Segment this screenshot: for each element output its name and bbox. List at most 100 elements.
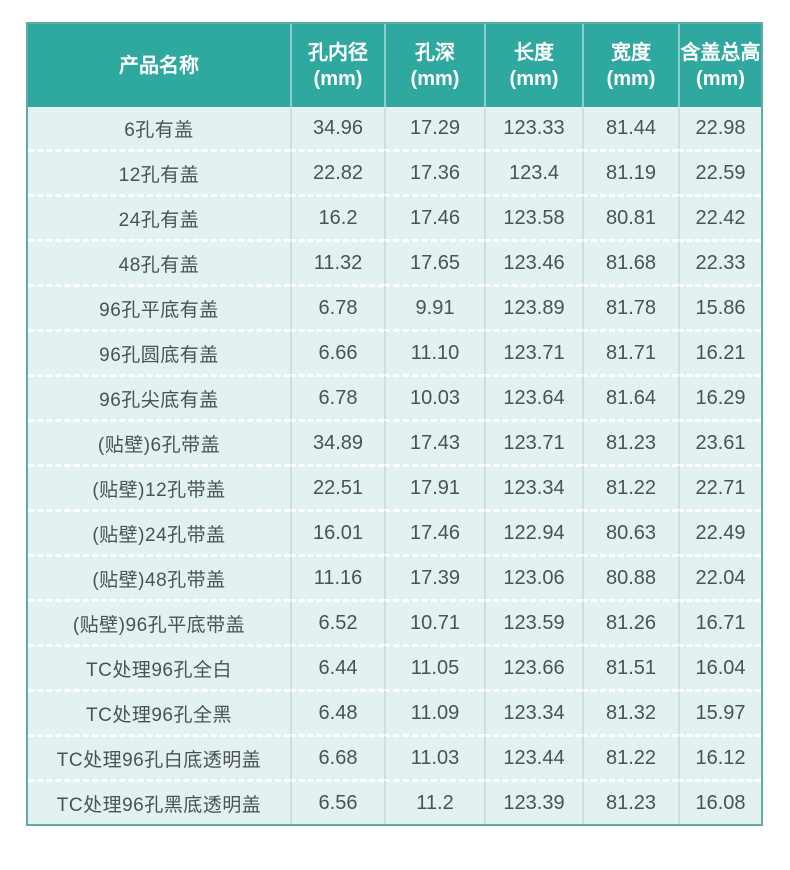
value-cell: 16.08 [678, 779, 761, 824]
value-cell: 16.12 [678, 734, 761, 779]
column-label: 含盖总高 [680, 41, 761, 64]
column-header-2: 孔深 (mm) [384, 24, 484, 107]
value-cell: 6.44 [290, 644, 384, 689]
product-spec-table: 产品名称 孔内径 (mm) 孔深 (mm) 长度 (mm) 宽度 (mm) 含盖总高 (mm) 6孔… [26, 22, 763, 826]
value-cell: 81.23 [582, 779, 678, 824]
value-cell: 81.64 [582, 374, 678, 419]
column-label: 宽度 [611, 41, 651, 64]
value-cell: 123.66 [484, 644, 582, 689]
column-header-3: 长度 (mm) [484, 24, 582, 107]
value-cell: 123.33 [484, 107, 582, 149]
value-cell: 6.66 [290, 329, 384, 374]
product-name-cell: TC处理96孔全黑 [28, 689, 290, 734]
value-cell: 16.21 [678, 329, 761, 374]
value-cell: 81.71 [582, 329, 678, 374]
table-row: 48孔有盖 11.32 17.65 123.46 81.68 22.33 [28, 239, 761, 284]
value-cell: 81.26 [582, 599, 678, 644]
value-cell: 123.64 [484, 374, 582, 419]
column-unit: (mm) [313, 67, 363, 90]
value-cell: 81.23 [582, 419, 678, 464]
value-cell: 123.71 [484, 419, 582, 464]
table-row: 6孔有盖 34.96 17.29 123.33 81.44 22.98 [28, 107, 761, 149]
value-cell: 17.39 [384, 554, 484, 599]
product-name-cell: 6孔有盖 [28, 107, 290, 149]
value-cell: 15.86 [678, 284, 761, 329]
value-cell: 34.89 [290, 419, 384, 464]
value-cell: 81.51 [582, 644, 678, 689]
product-name-cell: TC处理96孔黑底透明盖 [28, 779, 290, 824]
value-cell: 9.91 [384, 284, 484, 329]
value-cell: 17.91 [384, 464, 484, 509]
product-name-cell: 96孔尖底有盖 [28, 374, 290, 419]
table-row: (贴壁)96孔平底带盖 6.52 10.71 123.59 81.26 16.71 [28, 599, 761, 644]
product-name-cell: (贴壁)48孔带盖 [28, 554, 290, 599]
value-cell: 123.59 [484, 599, 582, 644]
product-name-cell: (贴壁)6孔带盖 [28, 419, 290, 464]
product-name-cell: 12孔有盖 [28, 149, 290, 194]
value-cell: 6.68 [290, 734, 384, 779]
value-cell: 6.48 [290, 689, 384, 734]
value-cell: 15.97 [678, 689, 761, 734]
value-cell: 6.78 [290, 284, 384, 329]
table-row: 24孔有盖 16.2 17.46 123.58 80.81 22.42 [28, 194, 761, 239]
column-label: 孔内径 [308, 41, 368, 64]
value-cell: 22.33 [678, 239, 761, 284]
column-label: 长度 [514, 41, 554, 64]
table-header: 产品名称 孔内径 (mm) 孔深 (mm) 长度 (mm) 宽度 (mm) 含盖总高 (mm) [28, 24, 761, 107]
product-name-cell: (贴壁)24孔带盖 [28, 509, 290, 554]
value-cell: 81.44 [582, 107, 678, 149]
value-cell: 123.4 [484, 149, 582, 194]
column-unit: (mm) [696, 67, 745, 90]
value-cell: 11.09 [384, 689, 484, 734]
table-row: (贴壁)48孔带盖 11.16 17.39 123.06 80.88 22.04 [28, 554, 761, 599]
value-cell: 34.96 [290, 107, 384, 149]
column-unit: (mm) [606, 67, 656, 90]
table-row: (贴壁)24孔带盖 16.01 17.46 122.94 80.63 22.49 [28, 509, 761, 554]
value-cell: 16.2 [290, 194, 384, 239]
value-cell: 81.22 [582, 464, 678, 509]
value-cell: 123.34 [484, 689, 582, 734]
table-row: 96孔平底有盖 6.78 9.91 123.89 81.78 15.86 [28, 284, 761, 329]
value-cell: 123.39 [484, 779, 582, 824]
value-cell: 81.22 [582, 734, 678, 779]
value-cell: 11.05 [384, 644, 484, 689]
value-cell: 81.32 [582, 689, 678, 734]
table-row: TC处理96孔全黑 6.48 11.09 123.34 81.32 15.97 [28, 689, 761, 734]
value-cell: 11.32 [290, 239, 384, 284]
value-cell: 123.89 [484, 284, 582, 329]
value-cell: 123.46 [484, 239, 582, 284]
value-cell: 16.29 [678, 374, 761, 419]
value-cell: 22.59 [678, 149, 761, 194]
value-cell: 16.01 [290, 509, 384, 554]
table-row: 96孔尖底有盖 6.78 10.03 123.64 81.64 16.29 [28, 374, 761, 419]
value-cell: 22.71 [678, 464, 761, 509]
column-header-4: 宽度 (mm) [582, 24, 678, 107]
value-cell: 80.81 [582, 194, 678, 239]
value-cell: 81.19 [582, 149, 678, 194]
column-header-5: 含盖总高 (mm) [678, 24, 761, 107]
value-cell: 22.82 [290, 149, 384, 194]
column-label: 产品名称 [119, 54, 199, 77]
value-cell: 81.78 [582, 284, 678, 329]
value-cell: 123.58 [484, 194, 582, 239]
value-cell: 11.2 [384, 779, 484, 824]
value-cell: 17.46 [384, 509, 484, 554]
table-row: (贴壁)12孔带盖 22.51 17.91 123.34 81.22 22.71 [28, 464, 761, 509]
value-cell: 17.43 [384, 419, 484, 464]
value-cell: 10.03 [384, 374, 484, 419]
value-cell: 22.04 [678, 554, 761, 599]
value-cell: 10.71 [384, 599, 484, 644]
value-cell: 11.03 [384, 734, 484, 779]
value-cell: 11.16 [290, 554, 384, 599]
value-cell: 6.78 [290, 374, 384, 419]
product-name-cell: TC处理96孔白底透明盖 [28, 734, 290, 779]
table-row: TC处理96孔白底透明盖 6.68 11.03 123.44 81.22 16.12 [28, 734, 761, 779]
product-name-cell: (贴壁)96孔平底带盖 [28, 599, 290, 644]
table-body: 6孔有盖 34.96 17.29 123.33 81.44 22.98 12孔有盖 22.82… [28, 107, 761, 824]
column-label: 孔深 [415, 41, 455, 64]
value-cell: 123.06 [484, 554, 582, 599]
value-cell: 80.88 [582, 554, 678, 599]
header-row: 产品名称 孔内径 (mm) 孔深 (mm) 长度 (mm) 宽度 (mm) 含盖总高 (mm) [28, 24, 761, 107]
column-header-0: 产品名称 [28, 24, 290, 107]
column-unit: (mm) [410, 67, 460, 90]
